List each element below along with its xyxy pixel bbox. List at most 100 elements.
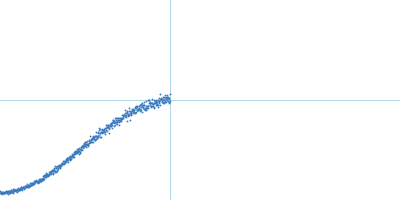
Point [105, 125, 111, 128]
Point [12, 189, 18, 192]
Point [97, 132, 103, 135]
Point [10, 189, 16, 192]
Point [88, 140, 94, 143]
Point [110, 121, 116, 124]
Point [154, 103, 160, 106]
Point [89, 137, 95, 140]
Point [128, 114, 134, 117]
Point [84, 139, 90, 142]
Point [132, 106, 138, 109]
Point [5, 191, 12, 194]
Point [18, 186, 25, 190]
Point [88, 140, 95, 143]
Point [154, 100, 160, 103]
Point [78, 146, 84, 149]
Point [137, 107, 143, 110]
Point [161, 99, 167, 102]
Point [22, 185, 29, 188]
Point [158, 98, 165, 101]
Point [114, 121, 120, 124]
Point [144, 104, 150, 107]
Point [98, 130, 105, 134]
Point [111, 119, 117, 122]
Point [0, 191, 4, 194]
Point [141, 101, 147, 104]
Point [45, 172, 52, 175]
Point [162, 95, 169, 98]
Point [132, 111, 138, 114]
Point [96, 127, 103, 131]
Point [160, 95, 166, 99]
Point [70, 155, 76, 158]
Point [144, 107, 150, 110]
Point [113, 120, 119, 124]
Point [155, 106, 161, 109]
Point [156, 99, 162, 102]
Point [118, 117, 125, 120]
Point [36, 181, 42, 184]
Point [0, 191, 6, 194]
Point [62, 160, 69, 164]
Point [101, 128, 107, 131]
Point [121, 113, 128, 117]
Point [160, 97, 167, 100]
Point [107, 124, 113, 127]
Point [142, 107, 148, 110]
Point [47, 170, 53, 173]
Point [64, 159, 70, 162]
Point [81, 141, 88, 144]
Point [136, 103, 143, 107]
Point [136, 108, 142, 111]
Point [121, 115, 128, 118]
Point [43, 176, 50, 179]
Point [4, 192, 10, 195]
Point [153, 103, 160, 106]
Point [123, 112, 129, 115]
Point [106, 127, 112, 130]
Point [140, 107, 146, 110]
Point [142, 106, 148, 110]
Point [164, 97, 170, 100]
Point [141, 103, 147, 107]
Point [86, 134, 93, 137]
Point [151, 98, 157, 102]
Point [114, 122, 120, 125]
Point [17, 187, 24, 190]
Point [143, 106, 150, 109]
Point [53, 166, 59, 169]
Point [134, 109, 141, 112]
Point [10, 191, 16, 194]
Point [50, 168, 56, 171]
Point [91, 136, 97, 139]
Point [160, 95, 167, 98]
Point [54, 168, 60, 171]
Point [67, 157, 73, 160]
Point [45, 174, 51, 177]
Point [156, 97, 162, 100]
Point [120, 117, 127, 120]
Point [109, 126, 115, 129]
Point [66, 158, 73, 162]
Point [106, 131, 112, 134]
Point [80, 147, 86, 150]
Point [114, 116, 121, 119]
Point [129, 107, 135, 110]
Point [93, 135, 99, 138]
Point [40, 174, 47, 177]
Point [46, 172, 52, 176]
Point [82, 143, 89, 147]
Point [128, 111, 134, 114]
Point [6, 191, 12, 195]
Point [139, 104, 146, 107]
Point [135, 107, 142, 111]
Point [38, 178, 44, 181]
Point [100, 130, 107, 133]
Point [24, 182, 30, 185]
Point [41, 173, 47, 176]
Point [104, 123, 110, 127]
Point [51, 167, 58, 170]
Point [13, 190, 19, 193]
Point [9, 190, 16, 193]
Point [50, 167, 57, 170]
Point [165, 96, 172, 99]
